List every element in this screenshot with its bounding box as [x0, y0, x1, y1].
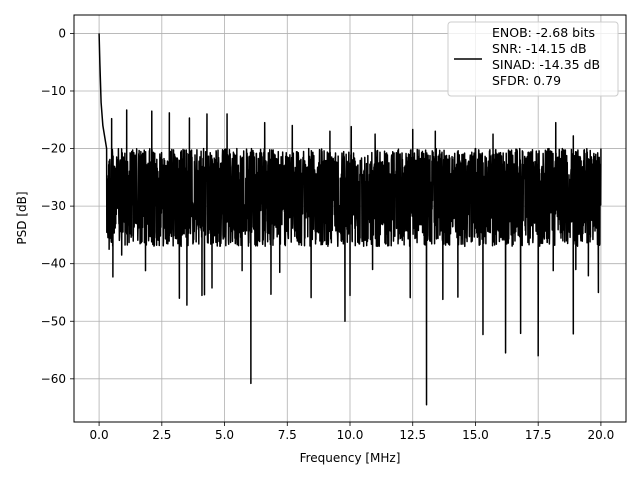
- y-tick-label: −10: [41, 84, 66, 98]
- y-tick-label: −20: [41, 142, 66, 156]
- x-tick-label: 0.0: [90, 428, 109, 442]
- x-tick-label: 2.5: [152, 428, 171, 442]
- y-tick-label: −60: [41, 372, 66, 386]
- x-tick-label: 20.0: [588, 428, 615, 442]
- y-tick-label: −50: [41, 314, 66, 328]
- x-tick-label: 10.0: [337, 428, 364, 442]
- axis-ticks: 0.0 2.5 5.0 7.5 10.0 12.5 15.0 17.5 20.0 0 −10 −20 −…: [41, 26, 615, 442]
- y-tick-label: −30: [41, 199, 66, 213]
- legend: ENOB: -2.68 bits SNR: -14.15 dB SINAD: -14…: [447, 21, 619, 97]
- x-tick-label: 17.5: [525, 428, 552, 442]
- legend-entry-label: ENOB: -2.68 bits SNR: -14.15 dB SINAD: -14…: [492, 25, 600, 88]
- legend-box: [447, 21, 619, 97]
- x-tick-label: 5.0: [215, 428, 234, 442]
- x-axis-label: Frequency [MHz]: [300, 451, 401, 465]
- x-tick-label: 15.0: [462, 428, 489, 442]
- plot-area: [98, 33, 602, 406]
- y-tick-label: −40: [41, 257, 66, 271]
- psd-series-line: [98, 33, 602, 406]
- y-tick-label: 0: [58, 26, 66, 40]
- y-axis-label: PSD [dB]: [15, 191, 29, 244]
- x-tick-label: 12.5: [399, 428, 426, 442]
- x-tick-label: 7.5: [278, 428, 297, 442]
